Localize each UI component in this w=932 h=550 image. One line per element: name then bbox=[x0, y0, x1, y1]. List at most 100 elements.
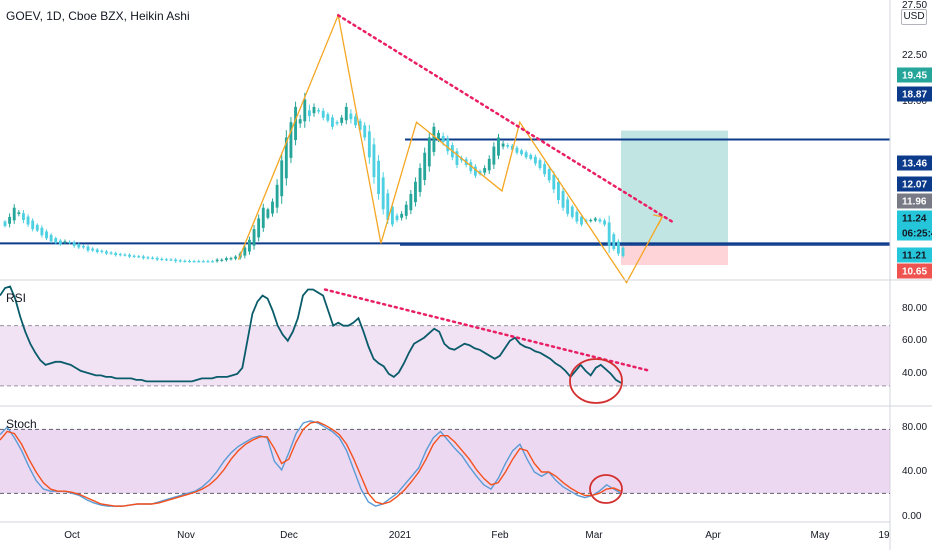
candle-body bbox=[432, 126, 436, 152]
candle-body bbox=[58, 240, 62, 245]
candle-body bbox=[266, 209, 270, 218]
candle-body bbox=[95, 249, 99, 253]
time-axis-label: Feb bbox=[491, 530, 509, 541]
candle-body bbox=[151, 257, 155, 259]
candle-body bbox=[261, 207, 265, 228]
candle-body bbox=[483, 168, 487, 173]
candles-group bbox=[3, 92, 625, 263]
stoch-highlight-circle bbox=[589, 474, 623, 504]
candle-body bbox=[35, 224, 39, 231]
candle-body bbox=[132, 255, 136, 257]
candle-body bbox=[174, 259, 178, 262]
candle-body bbox=[616, 241, 620, 254]
rsi-axis-tick: 40.00 bbox=[902, 368, 927, 379]
candle-body bbox=[381, 177, 385, 210]
chart-title: GOEV, 1D, Cboe BZX, Heikin Ashi bbox=[6, 9, 190, 23]
candle-body bbox=[529, 154, 533, 159]
candle-body bbox=[243, 247, 247, 256]
candle-body bbox=[575, 211, 579, 222]
candle-body bbox=[547, 169, 551, 181]
price-tag-label: 11.96 bbox=[902, 197, 927, 208]
price-axis-tick: 22.50 bbox=[902, 50, 927, 61]
price-tag-box bbox=[897, 247, 932, 263]
candle-body bbox=[164, 259, 168, 261]
candle-body bbox=[598, 219, 602, 222]
candle-body bbox=[303, 99, 307, 122]
price-tag-label: 19.45 bbox=[902, 71, 927, 82]
candle-body bbox=[510, 145, 514, 150]
candle-body bbox=[414, 181, 417, 203]
rsi-axis-tick: 80.00 bbox=[902, 303, 927, 314]
candle-body bbox=[72, 242, 76, 246]
candle-body bbox=[31, 220, 35, 230]
candle-body bbox=[284, 137, 288, 179]
candle-body bbox=[344, 106, 348, 121]
price-tag-label: 13.46 bbox=[902, 159, 927, 170]
candle-body bbox=[257, 218, 261, 238]
candle-body bbox=[289, 122, 293, 158]
stoch-axis-tick: 80.00 bbox=[902, 422, 927, 433]
price-tag-box bbox=[897, 225, 932, 241]
candle-body bbox=[91, 248, 95, 251]
candle-body bbox=[160, 258, 164, 260]
candle-body bbox=[427, 137, 431, 167]
candle-body bbox=[3, 221, 7, 227]
price-tag-label: 10.65 bbox=[902, 267, 927, 278]
price-tag-label: 18.87 bbox=[902, 90, 927, 101]
candle-body bbox=[45, 231, 48, 239]
candle-body bbox=[26, 216, 30, 225]
candle-body bbox=[128, 254, 131, 257]
candle-body bbox=[206, 261, 210, 263]
price-tag-label: 06:25:4 bbox=[902, 229, 932, 240]
candle-body bbox=[197, 261, 201, 263]
stoch-pane-title: Stoch bbox=[6, 417, 37, 431]
candle-body bbox=[409, 193, 413, 211]
rsi-trend-line bbox=[323, 288, 652, 373]
candle-body bbox=[612, 234, 616, 249]
candle-body bbox=[603, 220, 606, 225]
candle-body bbox=[8, 216, 12, 224]
candle-body bbox=[229, 258, 233, 260]
candle-body bbox=[49, 234, 53, 242]
time-axis-label: Apr bbox=[705, 530, 721, 541]
candle-body bbox=[335, 122, 339, 124]
candle-body bbox=[423, 152, 427, 180]
candle-body bbox=[317, 110, 321, 112]
price-tag-box bbox=[897, 263, 932, 279]
candle-body bbox=[77, 244, 81, 248]
candle-body bbox=[294, 106, 297, 141]
candle-body bbox=[321, 110, 325, 118]
candle-body bbox=[252, 229, 256, 246]
price-tag-label: 11.24 bbox=[902, 214, 927, 225]
stoch-band-fill bbox=[0, 429, 890, 494]
candle-body bbox=[68, 241, 71, 244]
price-tag-label: 11.21 bbox=[902, 251, 927, 262]
candle-body bbox=[307, 110, 311, 117]
candle-body bbox=[589, 219, 593, 222]
candle-body bbox=[506, 145, 510, 147]
candle-body bbox=[40, 227, 44, 236]
candle-body bbox=[520, 150, 523, 155]
time-axis-label: May bbox=[811, 530, 830, 541]
candle-body bbox=[275, 184, 279, 208]
candle-body bbox=[123, 254, 127, 256]
candle-body bbox=[155, 257, 159, 260]
time-axis-label: Oct bbox=[64, 530, 80, 541]
candle-body bbox=[386, 193, 390, 220]
currency-badge[interactable]: USD bbox=[901, 9, 927, 25]
candle-body bbox=[593, 218, 597, 221]
candle-body bbox=[497, 137, 500, 156]
candle-body bbox=[192, 261, 196, 263]
candle-body bbox=[220, 259, 224, 261]
candle-body bbox=[271, 201, 274, 214]
candle-body bbox=[524, 152, 528, 158]
candle-body bbox=[487, 158, 491, 171]
candle-body bbox=[349, 113, 353, 120]
zigzag-arrow-head bbox=[653, 214, 664, 226]
candle-body bbox=[312, 106, 316, 114]
candle-body bbox=[372, 144, 376, 178]
candle-body bbox=[377, 160, 380, 194]
candle-body bbox=[358, 120, 362, 130]
